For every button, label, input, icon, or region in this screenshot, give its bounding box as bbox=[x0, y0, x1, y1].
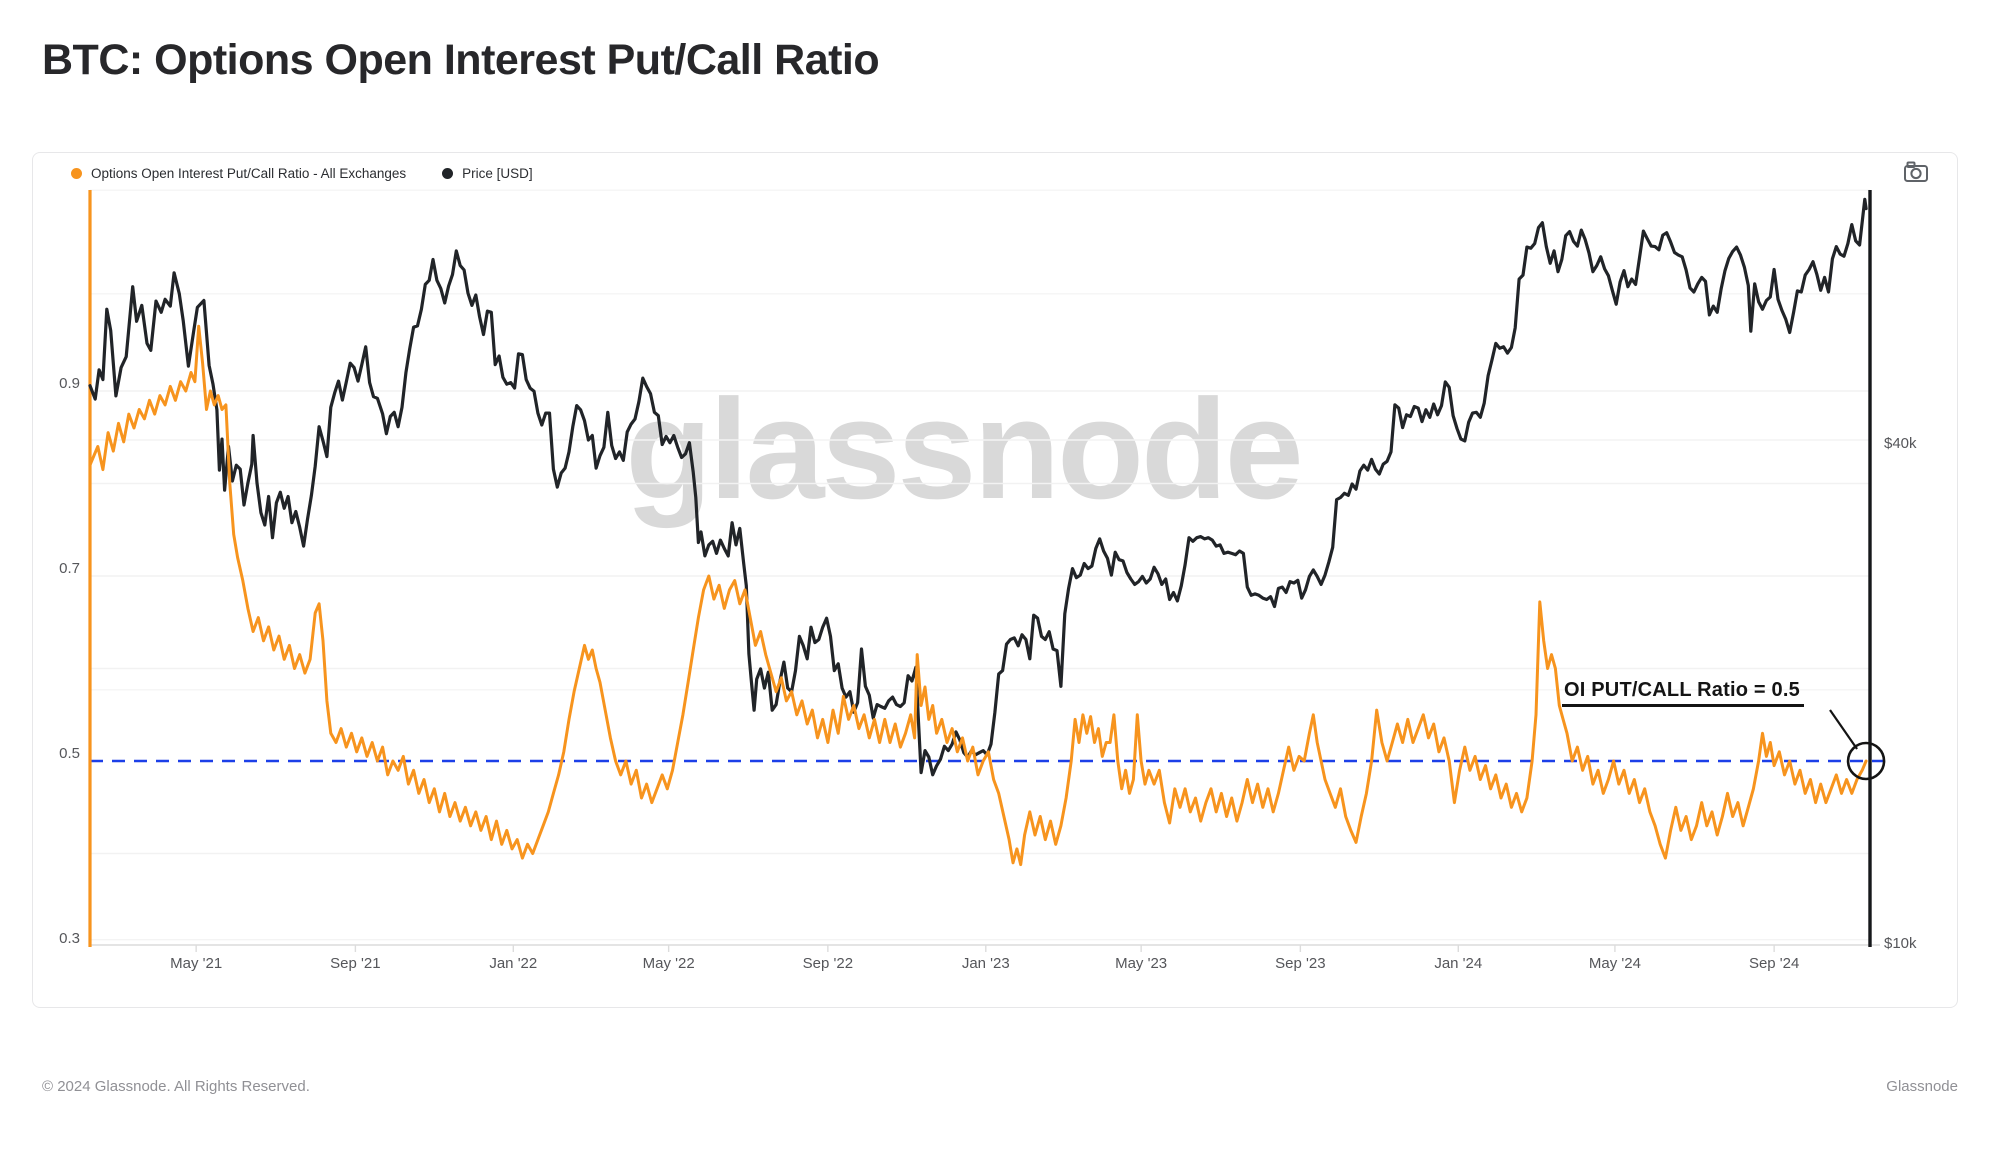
x-axis-label: Sep '22 bbox=[802, 955, 854, 972]
price-series-line bbox=[88, 197, 1868, 777]
y-axis-label-left: 0.7 bbox=[59, 560, 80, 577]
x-axis-label: Sep '23 bbox=[1275, 955, 1326, 972]
x-axis-label: May '23 bbox=[1115, 955, 1168, 972]
y-axis-label-left: 0.3 bbox=[59, 930, 80, 947]
legend-item-price[interactable]: Price [USD] bbox=[442, 166, 533, 181]
chart-legend: Options Open Interest Put/Call Ratio - A… bbox=[71, 161, 533, 185]
brand-text: Glassnode bbox=[1886, 1078, 1958, 1095]
x-axis-label: Sep '21 bbox=[330, 955, 381, 972]
annotation-circle-marker bbox=[1846, 741, 1886, 781]
x-axis-label: Jan '22 bbox=[489, 955, 538, 972]
chart-card: Options Open Interest Put/Call Ratio - A… bbox=[32, 152, 1958, 1008]
legend-dot-orange-icon bbox=[71, 167, 82, 179]
legend-item-putcall-ratio[interactable]: Options Open Interest Put/Call Ratio - A… bbox=[71, 166, 406, 181]
page-title: BTC: Options Open Interest Put/Call Rati… bbox=[42, 36, 880, 84]
y-axis-label-left: 0.5 bbox=[59, 745, 80, 762]
x-axis-label: May '22 bbox=[642, 955, 695, 972]
x-axis-label: Sep '24 bbox=[1748, 955, 1800, 972]
legend-label: Price [USD] bbox=[462, 165, 533, 181]
x-axis-label: Jan '24 bbox=[1434, 955, 1483, 972]
x-axis-label: Jan '23 bbox=[961, 955, 1010, 972]
x-axis-label: May '24 bbox=[1588, 955, 1641, 972]
reference-annotation: OI PUT/CALL Ratio = 0.5 bbox=[1562, 679, 1804, 707]
putcall-ratio-series-line bbox=[88, 324, 1868, 867]
camera-button[interactable] bbox=[1899, 157, 1933, 187]
copyright-text: © 2024 Glassnode. All Rights Reserved. bbox=[42, 1078, 310, 1095]
y-axis-label-right: $40k bbox=[1884, 435, 1917, 452]
x-axis-label: May '21 bbox=[170, 955, 223, 972]
y-axis-label-right: $10k bbox=[1884, 934, 1917, 952]
camera-icon bbox=[1904, 161, 1928, 182]
legend-dot-black-icon bbox=[442, 167, 454, 179]
annotation-connector-line bbox=[1829, 709, 1858, 750]
y-axis-label-left: 0.9 bbox=[59, 375, 80, 392]
legend-label: Options Open Interest Put/Call Ratio - A… bbox=[91, 165, 407, 181]
